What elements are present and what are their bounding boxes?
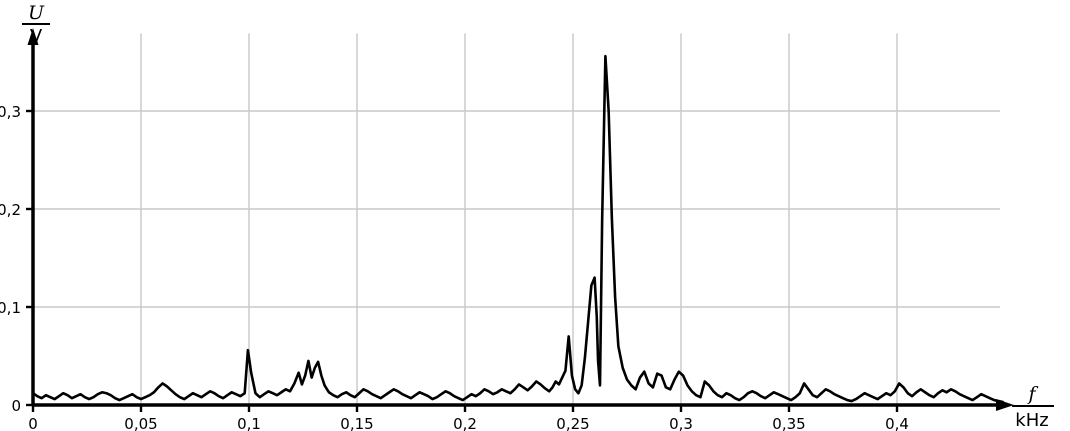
- y-axis-label-unit: V: [30, 26, 43, 47]
- y-axis-label: U V: [22, 2, 50, 47]
- y-tick-label: 0: [11, 397, 21, 415]
- x-axis-label-symbol: f: [1026, 383, 1038, 405]
- y-axis: [27, 28, 39, 405]
- y-tick-label: 0,3: [0, 103, 21, 121]
- x-axis-label: f kHz: [1012, 383, 1054, 431]
- x-tick-label: 0,25: [556, 415, 589, 431]
- x-tick-label: 0,15: [340, 415, 373, 431]
- spectrum-data-line: [31, 54, 1005, 404]
- x-tick-label: 0,05: [124, 415, 157, 431]
- y-axis-arrow-head: [27, 28, 39, 45]
- y-axis-label-symbol: U: [28, 2, 45, 24]
- x-tick-label: 0,4: [885, 415, 909, 431]
- x-axis: [33, 399, 1014, 411]
- x-tick-label: 0,35: [772, 415, 805, 431]
- x-tick-label: 0: [28, 415, 38, 431]
- x-axis-ticks: [31, 405, 899, 412]
- y-tick-label: 0,2: [0, 201, 21, 219]
- x-tick-label: 0,1: [237, 415, 261, 431]
- x-axis-tick-labels: 0 0,05 0,1 0,15 0,2 0,25 0,3 0,35 0,4: [28, 415, 909, 431]
- x-axis-label-unit: kHz: [1015, 410, 1048, 431]
- y-axis-tick-labels: 0 0,1 0,2 0,3: [0, 103, 21, 415]
- x-tick-label: 0,3: [669, 415, 693, 431]
- x-tick-label: 0,2: [453, 415, 477, 431]
- y-tick-label: 0,1: [0, 299, 21, 317]
- grid-lines: [33, 33, 1000, 405]
